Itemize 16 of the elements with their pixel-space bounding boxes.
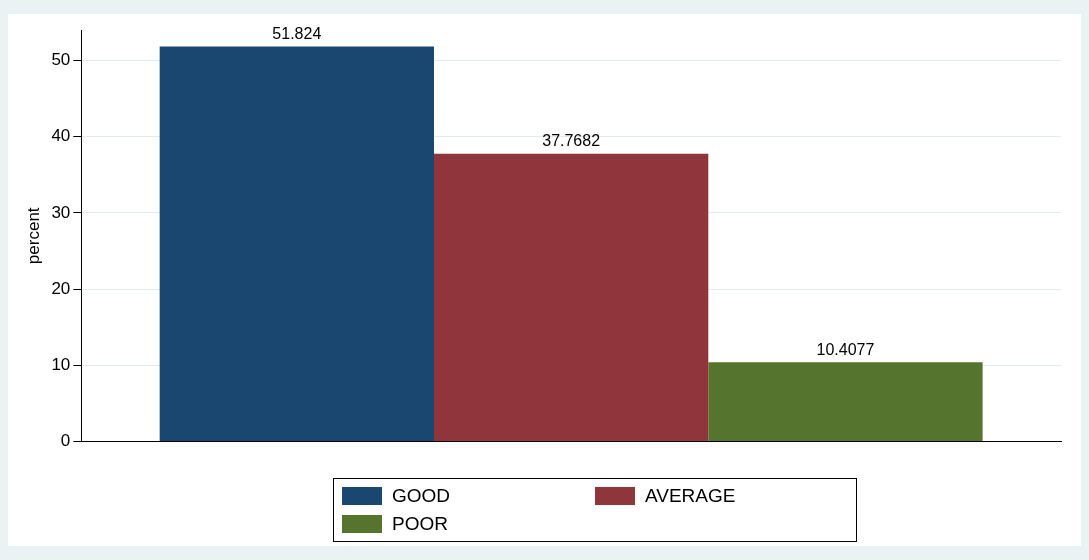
legend-label: POOR xyxy=(392,513,448,535)
y-tick-label: 40 xyxy=(51,126,71,146)
y-axis-title: percent xyxy=(23,207,43,265)
bar xyxy=(159,46,434,442)
legend-label: AVERAGE xyxy=(645,485,736,507)
y-tick-label: 0 xyxy=(60,431,71,451)
bar xyxy=(434,153,709,442)
data-label: 37.7682 xyxy=(542,132,601,150)
data-label: 51.824 xyxy=(272,24,322,42)
y-tick-label: 10 xyxy=(51,355,71,375)
y-tick-label: 50 xyxy=(51,50,71,70)
y-tick-label: 20 xyxy=(51,278,71,298)
legend-label: GOOD xyxy=(392,485,451,507)
bar xyxy=(708,362,983,442)
data-label: 10.4077 xyxy=(816,340,875,358)
y-tick-label: 30 xyxy=(51,202,71,222)
